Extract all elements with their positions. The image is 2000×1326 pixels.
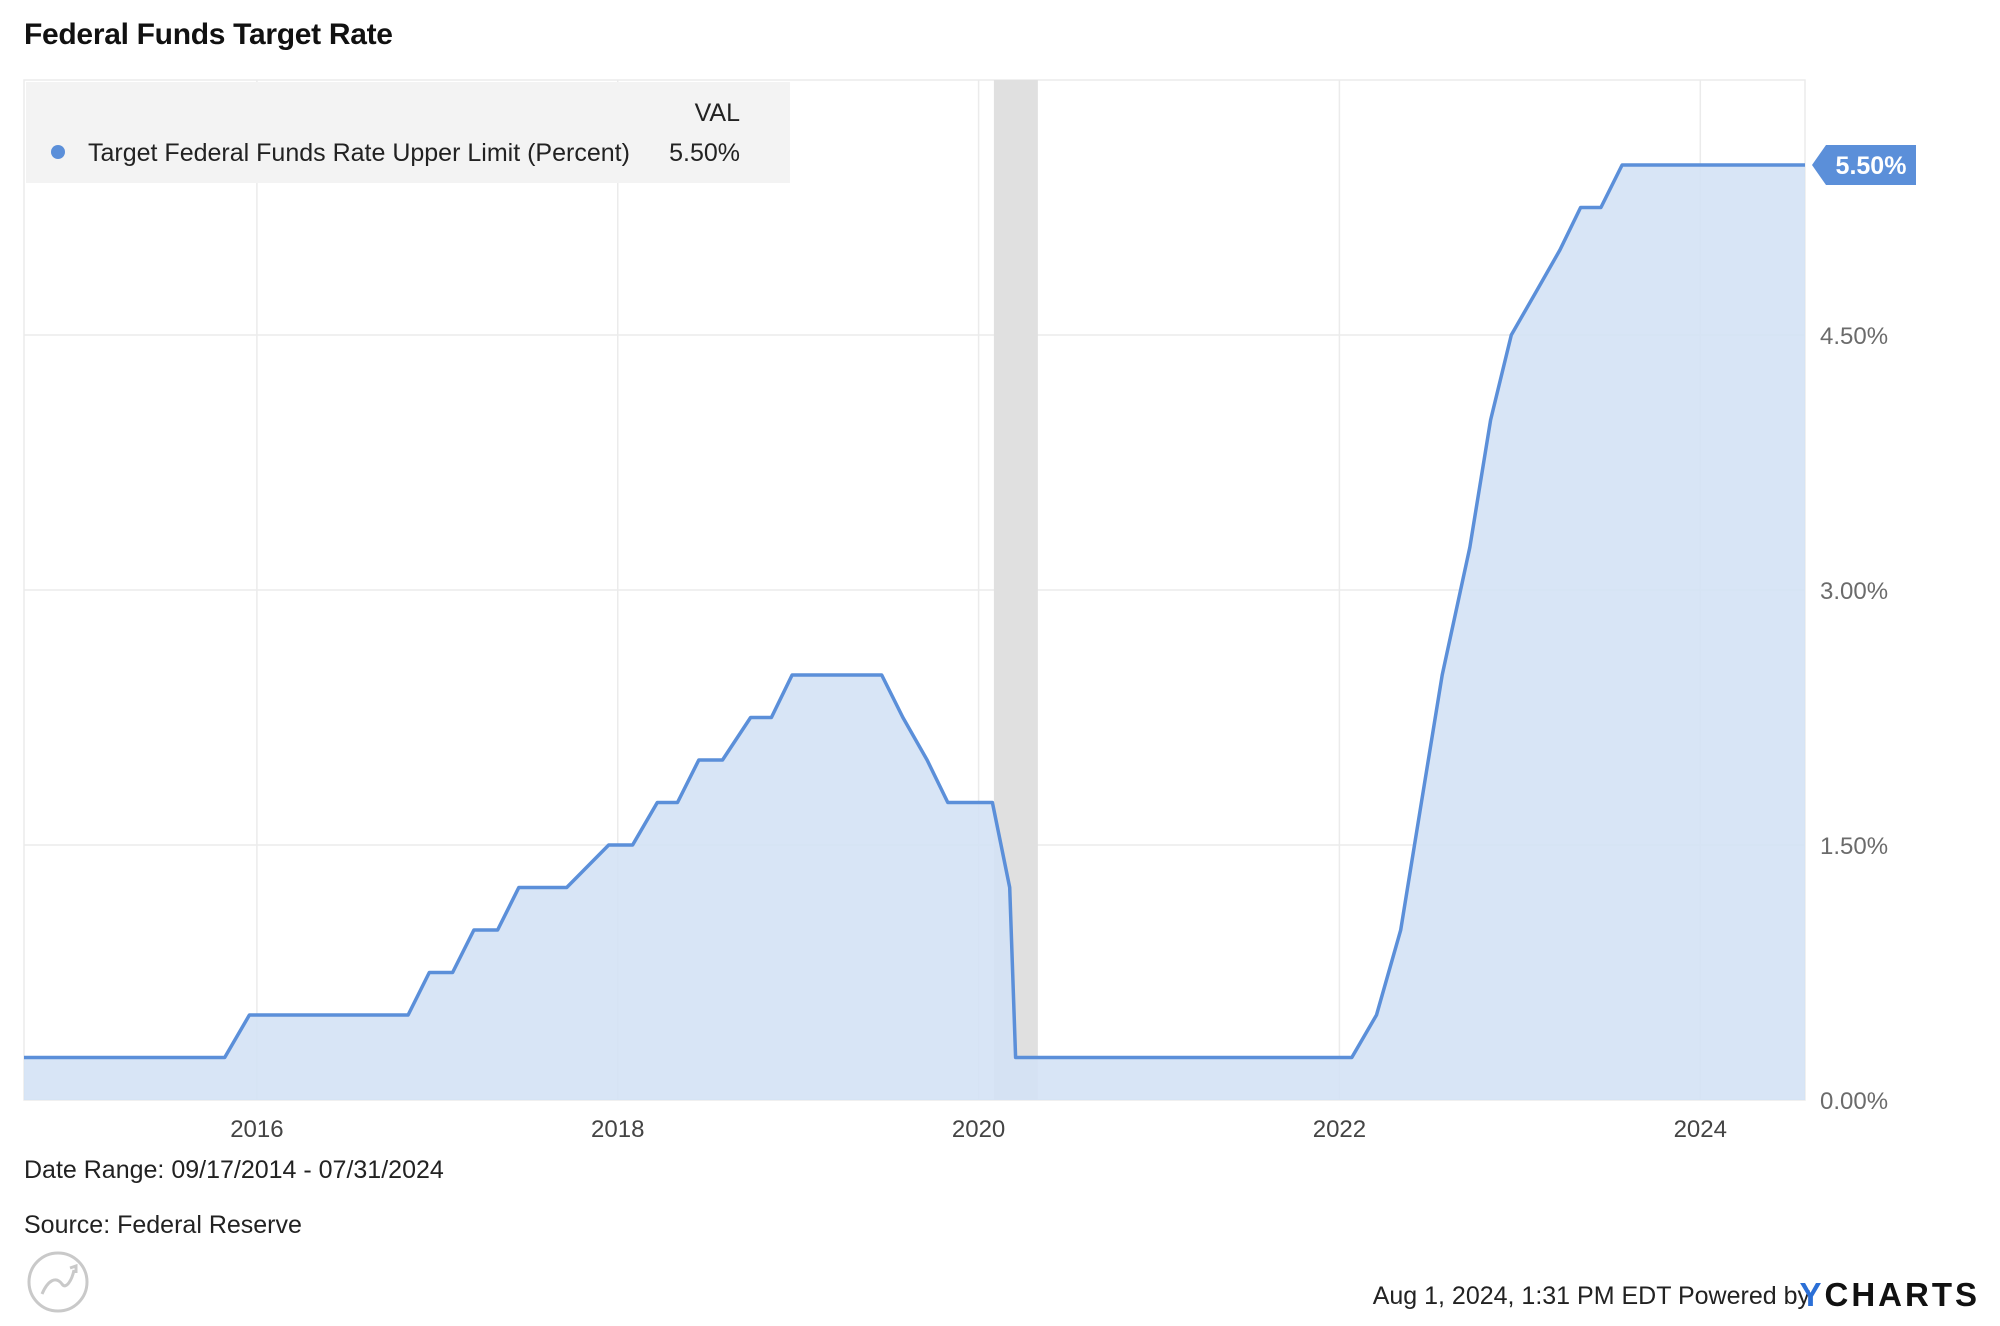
date-range-label: Date Range: 09/17/2014 - 07/31/2024 [24,1156,444,1184]
x-axis: 2016 2018 2020 2022 2024 [230,1116,1727,1143]
x-tick-label: 2018 [591,1116,644,1143]
last-value-badge-shape [1812,145,1916,185]
x-tick-label: 2022 [1313,1116,1366,1143]
timestamp-text: Aug 1, 2024, 1:31 PM EDT [1372,1282,1672,1310]
legend-series-value: 5.50% [669,139,740,167]
x-tick-label: 2024 [1674,1116,1727,1143]
series-line[interactable] [24,163,1805,1060]
legend-value-header: VAL [695,99,740,127]
chart-title: Federal Funds Target Rate [24,18,393,51]
series-area-fill [24,165,1805,1100]
y-tick-label: 0.00% [1820,1088,1888,1115]
legend-background [26,82,790,183]
ycharts-watermark-icon [27,1251,89,1313]
ycharts-logo-text: CHARTS [1824,1276,1980,1313]
y-tick-label: 1.50% [1820,833,1888,860]
ycharts-logo-y: Y [1799,1276,1825,1313]
y-tick-label: 3.00% [1820,578,1888,605]
y-tick-label: 4.50% [1820,323,1888,350]
x-tick-label: 2020 [952,1116,1005,1143]
legend[interactable]: VAL Target Federal Funds Rate Upper Limi… [26,82,790,183]
y-axis: 0.00% 1.50% 3.00% 4.50% [1820,323,1888,1115]
ycharts-logo[interactable]: YCHARTS [1799,1276,1980,1314]
last-value-badge-label: 5.50% [1836,152,1907,180]
legend-series-label: Target Federal Funds Rate Upper Limit (P… [88,139,630,167]
powered-by-text: Powered by [1677,1282,1810,1310]
legend-series-marker [51,145,65,159]
footer-timestamp: Aug 1, 2024, 1:31 PM EDT Powered by [1373,1282,1810,1311]
source-label: Source: Federal Reserve [24,1211,302,1239]
x-tick-label: 2016 [230,1116,283,1143]
last-value-badge: 5.50% [1812,145,1916,185]
